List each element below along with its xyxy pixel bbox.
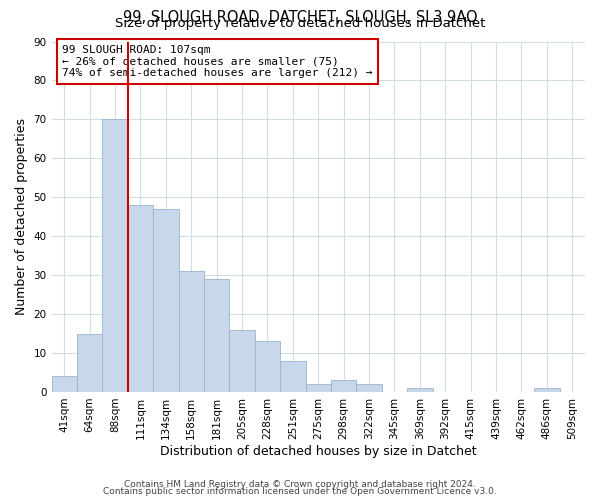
Text: Size of property relative to detached houses in Datchet: Size of property relative to detached ho…: [115, 18, 485, 30]
Bar: [179, 271, 204, 392]
Y-axis label: Number of detached properties: Number of detached properties: [15, 118, 28, 315]
Bar: [128, 205, 153, 392]
Bar: [229, 330, 255, 392]
Text: Contains HM Land Registry data © Crown copyright and database right 2024.: Contains HM Land Registry data © Crown c…: [124, 480, 476, 489]
Bar: [280, 361, 305, 392]
Bar: [534, 388, 560, 392]
Bar: [153, 209, 179, 392]
Bar: [255, 342, 280, 392]
Text: Contains public sector information licensed under the Open Government Licence v3: Contains public sector information licen…: [103, 487, 497, 496]
Bar: [331, 380, 356, 392]
Bar: [305, 384, 331, 392]
Text: 99, SLOUGH ROAD, DATCHET, SLOUGH, SL3 9AQ: 99, SLOUGH ROAD, DATCHET, SLOUGH, SL3 9A…: [122, 10, 478, 25]
Bar: [103, 120, 128, 392]
Bar: [77, 334, 103, 392]
Bar: [407, 388, 433, 392]
Bar: [356, 384, 382, 392]
Bar: [52, 376, 77, 392]
X-axis label: Distribution of detached houses by size in Datchet: Distribution of detached houses by size …: [160, 444, 476, 458]
Bar: [204, 279, 229, 392]
Text: 99 SLOUGH ROAD: 107sqm
← 26% of detached houses are smaller (75)
74% of semi-det: 99 SLOUGH ROAD: 107sqm ← 26% of detached…: [62, 45, 373, 78]
